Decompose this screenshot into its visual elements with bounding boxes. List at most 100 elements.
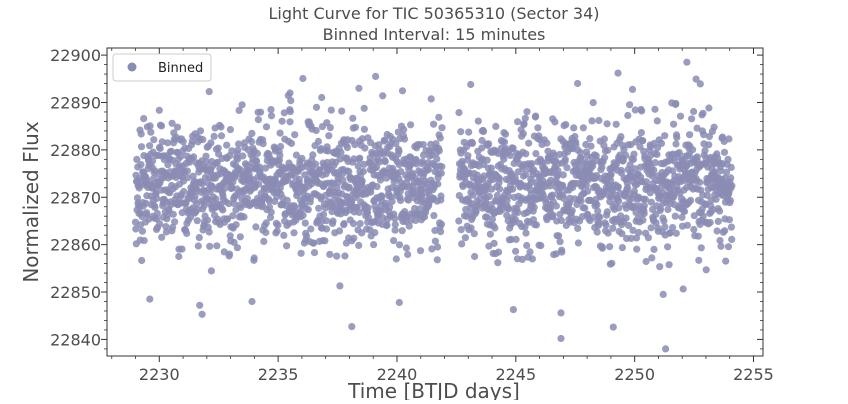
- y-tick-label: 22900: [50, 46, 101, 65]
- data-point: [581, 204, 589, 212]
- data-point: [151, 203, 159, 211]
- data-point: [637, 129, 646, 137]
- data-point: [631, 106, 639, 114]
- data-point: [358, 177, 366, 185]
- data-point: [622, 214, 630, 222]
- data-point: [464, 152, 472, 160]
- data-point: [427, 95, 435, 103]
- data-point: [465, 128, 473, 136]
- data-point: [248, 297, 256, 306]
- data-point: [559, 171, 567, 179]
- data-point: [571, 132, 579, 141]
- data-point: [598, 244, 607, 252]
- data-point: [437, 220, 446, 228]
- data-point: [695, 256, 703, 264]
- data-point: [286, 89, 294, 97]
- data-point: [665, 261, 673, 269]
- data-point: [146, 295, 154, 303]
- data-point: [699, 212, 707, 220]
- data-point: [666, 229, 674, 237]
- data-point: [203, 216, 212, 224]
- data-point: [404, 250, 412, 259]
- data-point: [226, 126, 234, 134]
- data-point: [229, 212, 237, 220]
- data-point: [184, 174, 192, 182]
- x-tick-label: 2230: [139, 365, 180, 384]
- data-point: [395, 241, 404, 249]
- chart-title: Light Curve for TIC 50365310 (Sector 34): [268, 4, 599, 23]
- data-point: [683, 221, 692, 229]
- data-point: [631, 165, 639, 173]
- data-point: [299, 74, 307, 83]
- data-point: [391, 226, 399, 234]
- data-point: [603, 120, 611, 128]
- legend: Binned: [112, 53, 212, 82]
- data-point: [706, 218, 714, 227]
- data-point: [234, 146, 242, 154]
- x-tick-label: 2240: [377, 365, 418, 384]
- data-point: [521, 170, 530, 178]
- data-point: [202, 152, 210, 160]
- x-tick-label: 2255: [733, 365, 774, 384]
- data-point: [280, 109, 288, 117]
- data-point: [207, 267, 215, 275]
- data-point: [522, 229, 530, 237]
- data-point: [238, 101, 246, 109]
- data-point: [457, 128, 465, 136]
- data-point: [132, 225, 140, 233]
- data-point: [455, 109, 463, 117]
- chart-subtitle: Binned Interval: 15 minutes: [323, 25, 546, 44]
- data-point: [720, 148, 729, 156]
- data-point: [647, 198, 655, 206]
- data-point: [200, 202, 208, 210]
- data-point: [360, 160, 368, 168]
- data-point: [434, 180, 442, 188]
- data-point: [461, 234, 469, 242]
- data-point: [189, 172, 197, 180]
- data-point: [225, 250, 234, 258]
- data-point: [711, 168, 719, 176]
- data-point: [520, 120, 528, 128]
- data-point: [298, 154, 306, 162]
- x-tick-label: 2245: [495, 365, 536, 384]
- data-point: [262, 228, 270, 237]
- y-tick-label: 22840: [50, 330, 101, 349]
- data-point: [672, 140, 680, 148]
- data-point: [457, 226, 465, 234]
- data-point: [594, 207, 602, 215]
- data-point: [255, 180, 263, 188]
- data-point: [650, 166, 658, 174]
- data-point: [194, 242, 202, 250]
- data-point: [158, 233, 166, 241]
- data-point: [458, 157, 466, 165]
- data-point: [598, 163, 606, 171]
- data-point: [696, 80, 704, 88]
- data-point: [150, 136, 158, 144]
- data-point: [486, 230, 494, 238]
- data-point: [137, 161, 145, 169]
- data-point: [500, 155, 508, 163]
- data-point: [411, 204, 419, 213]
- data-point: [633, 245, 641, 253]
- data-point: [589, 162, 597, 170]
- data-point: [503, 211, 511, 219]
- data-point: [395, 147, 403, 155]
- data-point: [250, 254, 258, 262]
- data-point: [299, 211, 307, 219]
- data-point: [604, 146, 612, 154]
- data-point: [260, 237, 268, 245]
- data-point: [713, 227, 721, 235]
- data-point: [506, 151, 514, 159]
- data-point: [314, 137, 322, 145]
- data-point: [595, 219, 604, 227]
- data-point: [701, 147, 709, 155]
- data-point: [438, 124, 446, 132]
- data-point: [493, 191, 501, 200]
- data-point: [167, 147, 175, 155]
- data-point: [575, 160, 583, 168]
- data-point: [495, 248, 503, 256]
- data-point: [248, 129, 256, 137]
- x-tick-label: 2235: [258, 365, 299, 384]
- data-point: [716, 236, 724, 245]
